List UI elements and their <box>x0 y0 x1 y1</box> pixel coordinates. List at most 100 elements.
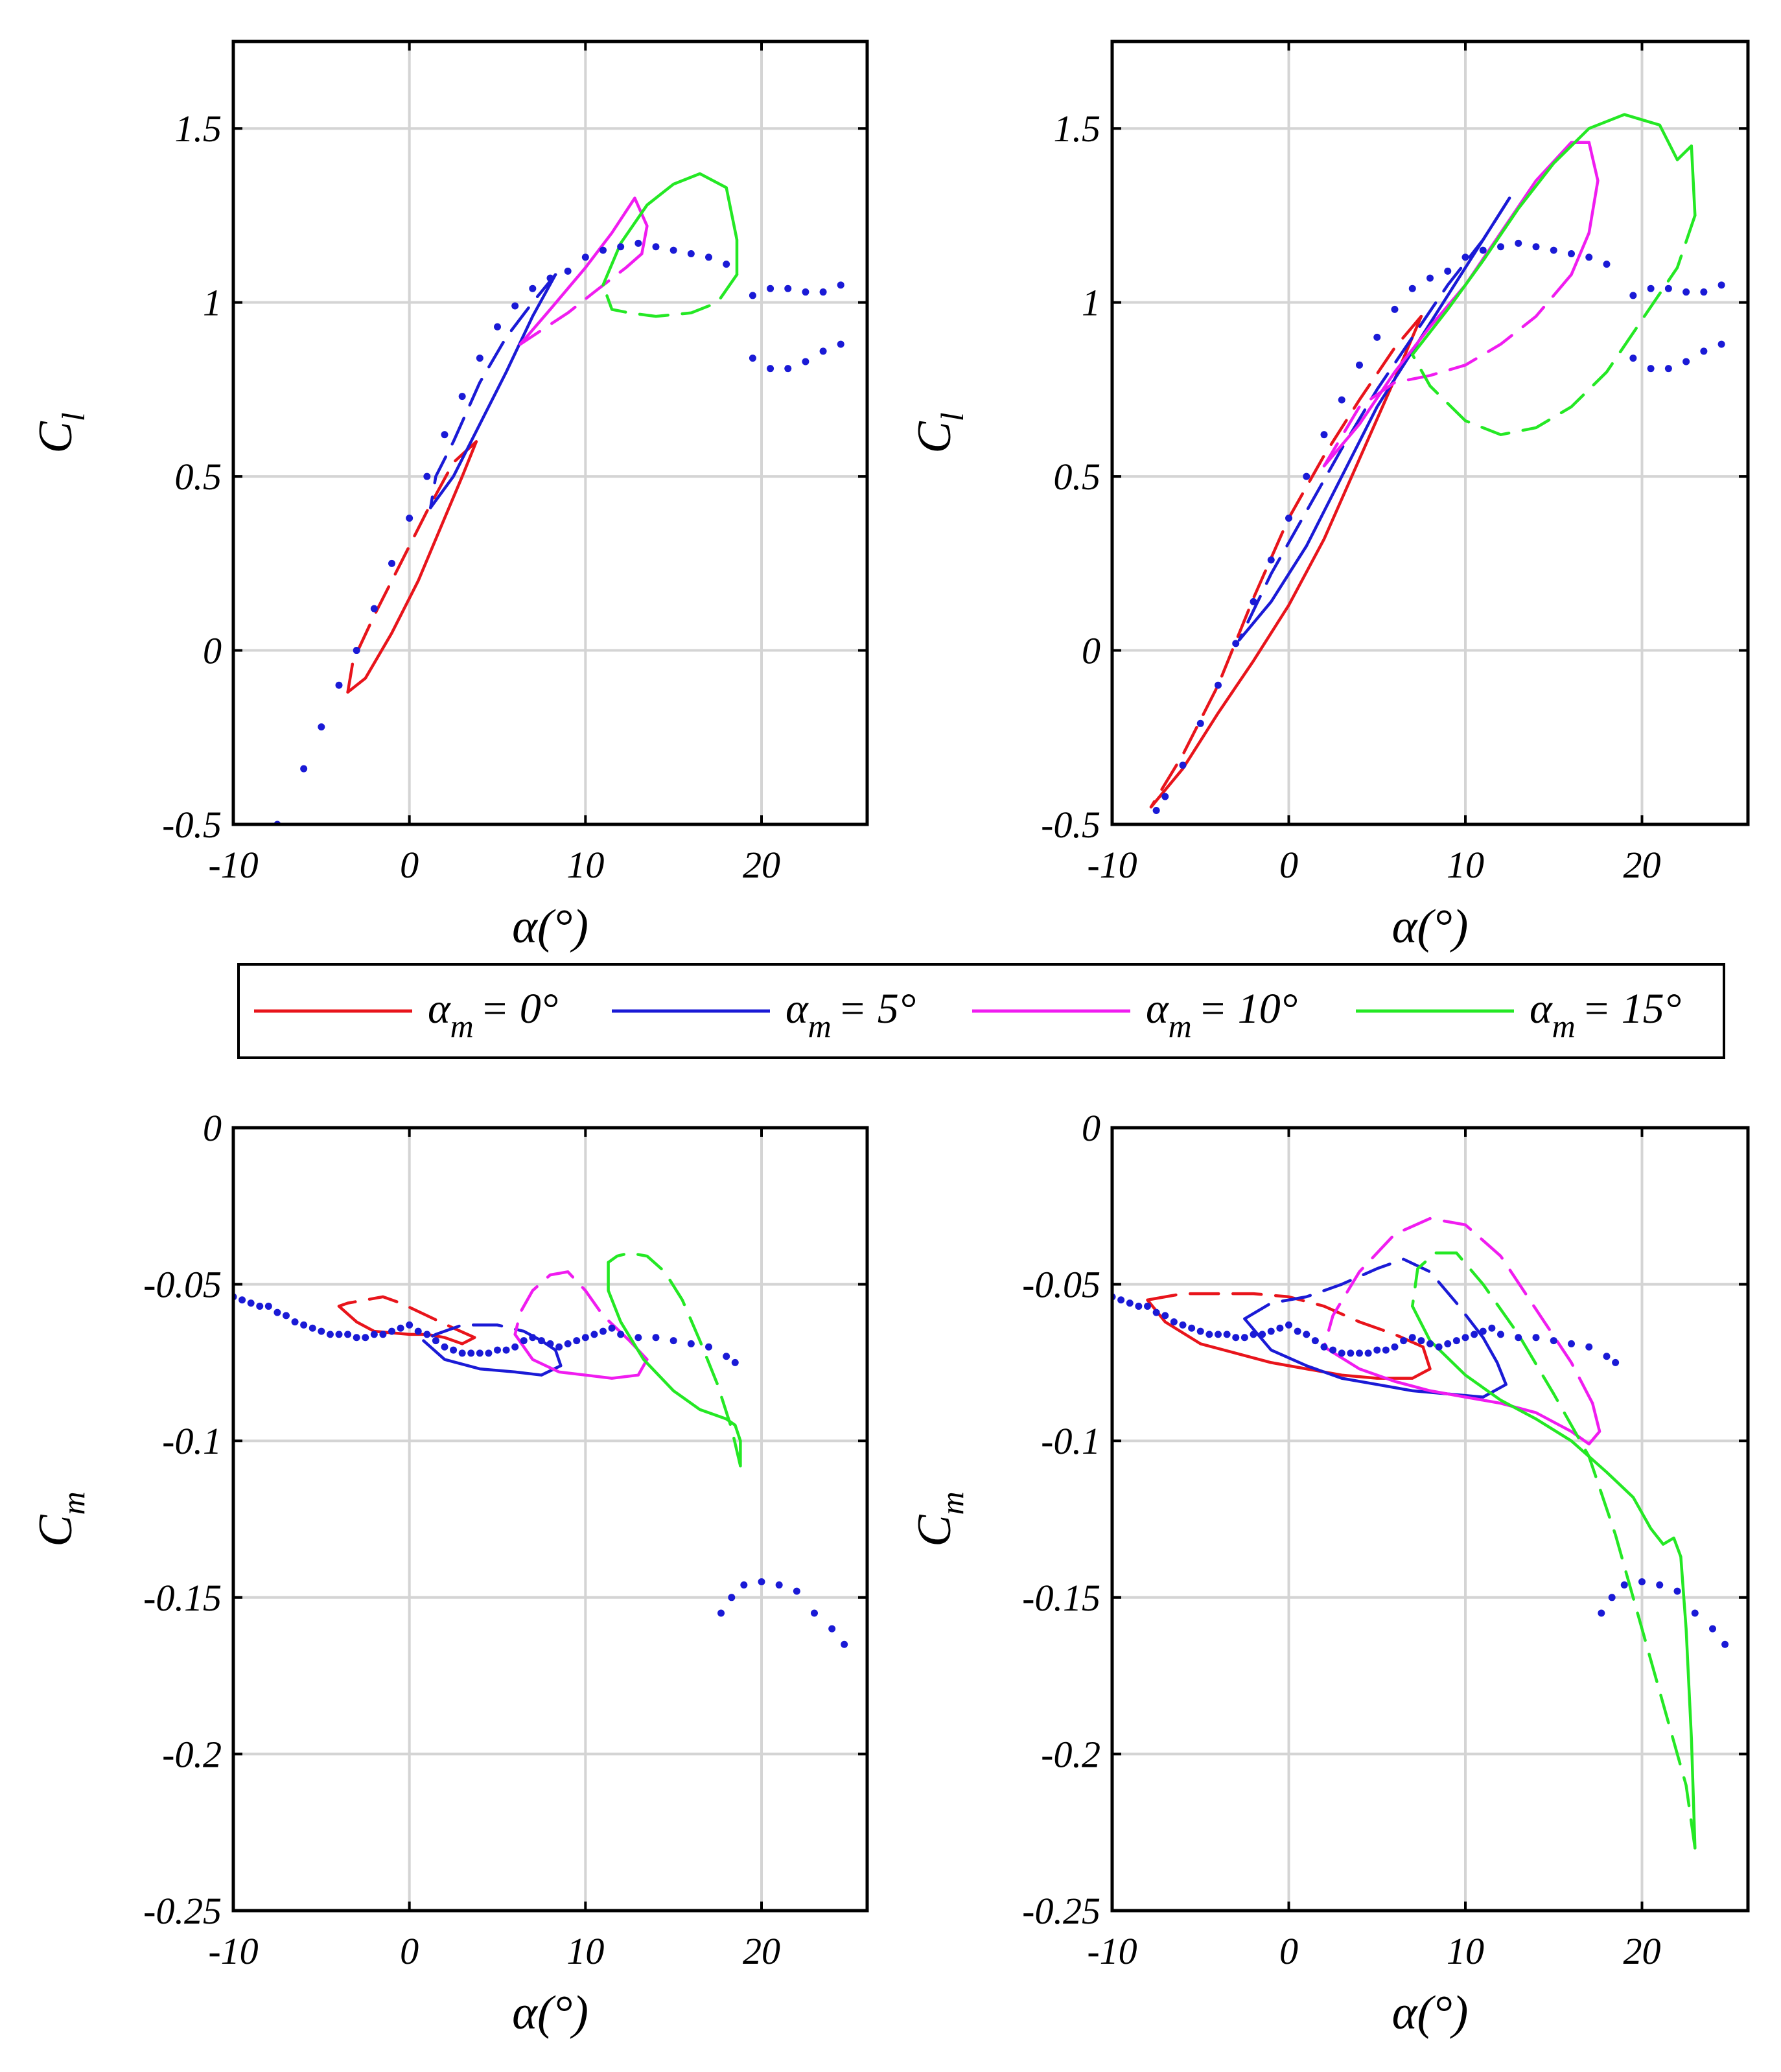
static-data-point <box>819 288 827 296</box>
series-am5-dashed <box>1237 196 1511 642</box>
x-tick-label: -10 <box>1087 1930 1137 1972</box>
static-data-point <box>318 723 325 731</box>
static-data-point <box>687 1340 695 1347</box>
y-tick-label: -0.05 <box>1022 1264 1100 1306</box>
panel-cm-right: -10 0 10 20 -0.25 -0.2 -0.15 -0.1 -0.05 0 α(°) Cm <box>908 1107 1750 2040</box>
static-data-point <box>1700 347 1708 355</box>
static-data-point <box>388 1327 395 1335</box>
static-data-point <box>1435 1343 1443 1351</box>
static-data-point <box>1717 340 1725 348</box>
static-data-point <box>1356 1349 1363 1357</box>
static-data-point <box>599 246 607 254</box>
x-tick-label: -10 <box>208 844 258 886</box>
series-am15-dashed <box>1411 214 1697 436</box>
static-data-point <box>1603 1353 1611 1360</box>
static-data-point <box>353 647 360 655</box>
panel-cl-left: -10 0 10 20 -0.5 0 0.5 1 1.5 α(°) Cl <box>29 40 869 953</box>
x-axis-label: α(°) <box>1392 1986 1469 2040</box>
series-am15-solid <box>1411 113 1697 356</box>
static-data-point <box>1250 1331 1257 1338</box>
static-data-point <box>432 1337 439 1345</box>
static-data-point <box>599 1327 607 1335</box>
static-data-point <box>617 1331 625 1338</box>
static-data-point <box>511 1343 519 1351</box>
static-data-point <box>1532 1334 1540 1342</box>
static-data-point <box>1638 1578 1646 1586</box>
y-tick-label: 0 <box>203 1107 222 1149</box>
static-data-point <box>1179 1321 1187 1329</box>
static-data-point <box>362 1334 369 1342</box>
static-data-point <box>291 1318 299 1326</box>
static-data-point <box>1232 640 1240 647</box>
static-data-point <box>1338 1349 1345 1357</box>
static-data-point <box>1267 1327 1275 1335</box>
static-data-point <box>1170 1318 1178 1326</box>
series-group <box>1112 1216 1729 1850</box>
static-data-point <box>1532 243 1540 251</box>
static-data-point <box>1285 1321 1292 1329</box>
static-data-point <box>1479 1327 1487 1335</box>
static-data-point <box>370 605 378 612</box>
series-am15-dashed <box>1411 1251 1697 1850</box>
static-data-point <box>1408 285 1416 292</box>
static-data-point <box>837 340 844 348</box>
static-data-point <box>1585 1343 1593 1351</box>
static-data-point <box>1250 598 1257 605</box>
static-data-point <box>1444 267 1452 275</box>
series-group <box>274 172 844 824</box>
static-data-point <box>1311 1337 1319 1345</box>
static-data-point <box>494 323 501 331</box>
series-am0-dashed <box>337 1295 476 1339</box>
static-data-point <box>775 1581 783 1589</box>
static-data-point <box>1550 1337 1557 1345</box>
static-data-point <box>717 1609 725 1617</box>
static-data-point <box>1276 1324 1284 1332</box>
y-tick-label: 1.5 <box>175 108 222 150</box>
static-data-point <box>1391 305 1399 313</box>
static-data-point <box>300 765 308 773</box>
static-data-point <box>1700 288 1708 296</box>
static-data-point <box>344 1331 352 1338</box>
series-am0-dashed <box>1149 314 1423 809</box>
static-data-point <box>1126 1299 1134 1307</box>
static-data-point <box>1417 1337 1425 1345</box>
y-tick-label: -0.1 <box>162 1420 222 1462</box>
static-data-point <box>247 1299 255 1307</box>
axes-frame <box>231 40 869 826</box>
static-data-point <box>723 1353 730 1360</box>
series-am15-dashed <box>607 1251 742 1468</box>
static-data-point <box>308 1324 316 1332</box>
static-data-point <box>1656 1581 1664 1589</box>
static-data-point <box>423 1331 431 1338</box>
static-data-point <box>406 1321 413 1329</box>
static-data-point <box>802 358 809 366</box>
static-data-point <box>335 1331 343 1338</box>
static-data-point <box>1461 253 1469 261</box>
static-data-point <box>828 1625 836 1633</box>
static-data-point <box>1152 807 1160 815</box>
static-data-point <box>590 1331 598 1338</box>
static-data-point <box>1196 719 1204 727</box>
static-data-point <box>634 1334 642 1342</box>
series-am10-dashed <box>1322 1216 1594 1405</box>
series-am10-solid <box>513 1333 649 1380</box>
static-data-point <box>256 1302 264 1310</box>
static-data-point <box>564 1340 572 1347</box>
static-data-point <box>1294 1327 1301 1335</box>
axes-frame <box>1110 1126 1750 1913</box>
static-data-point <box>1629 355 1637 362</box>
static-data-point <box>1267 556 1275 564</box>
series-group <box>233 1251 848 1648</box>
static-data-point <box>1161 793 1169 800</box>
panel-cm-left: -10 0 10 20 -0.25 -0.2 -0.15 -0.1 -0.05 0 α(°) Cm <box>29 1107 869 2040</box>
static-data-point <box>1647 365 1655 373</box>
static-data-point <box>581 253 589 261</box>
static-data-point <box>1364 1349 1372 1357</box>
y-tick-label: -0.5 <box>1041 804 1100 846</box>
static-data-point <box>1196 1327 1204 1335</box>
static-data-point <box>740 1581 748 1589</box>
static-data-point <box>1608 1594 1616 1601</box>
static-data-point <box>728 1594 736 1601</box>
static-data-point <box>723 261 730 268</box>
